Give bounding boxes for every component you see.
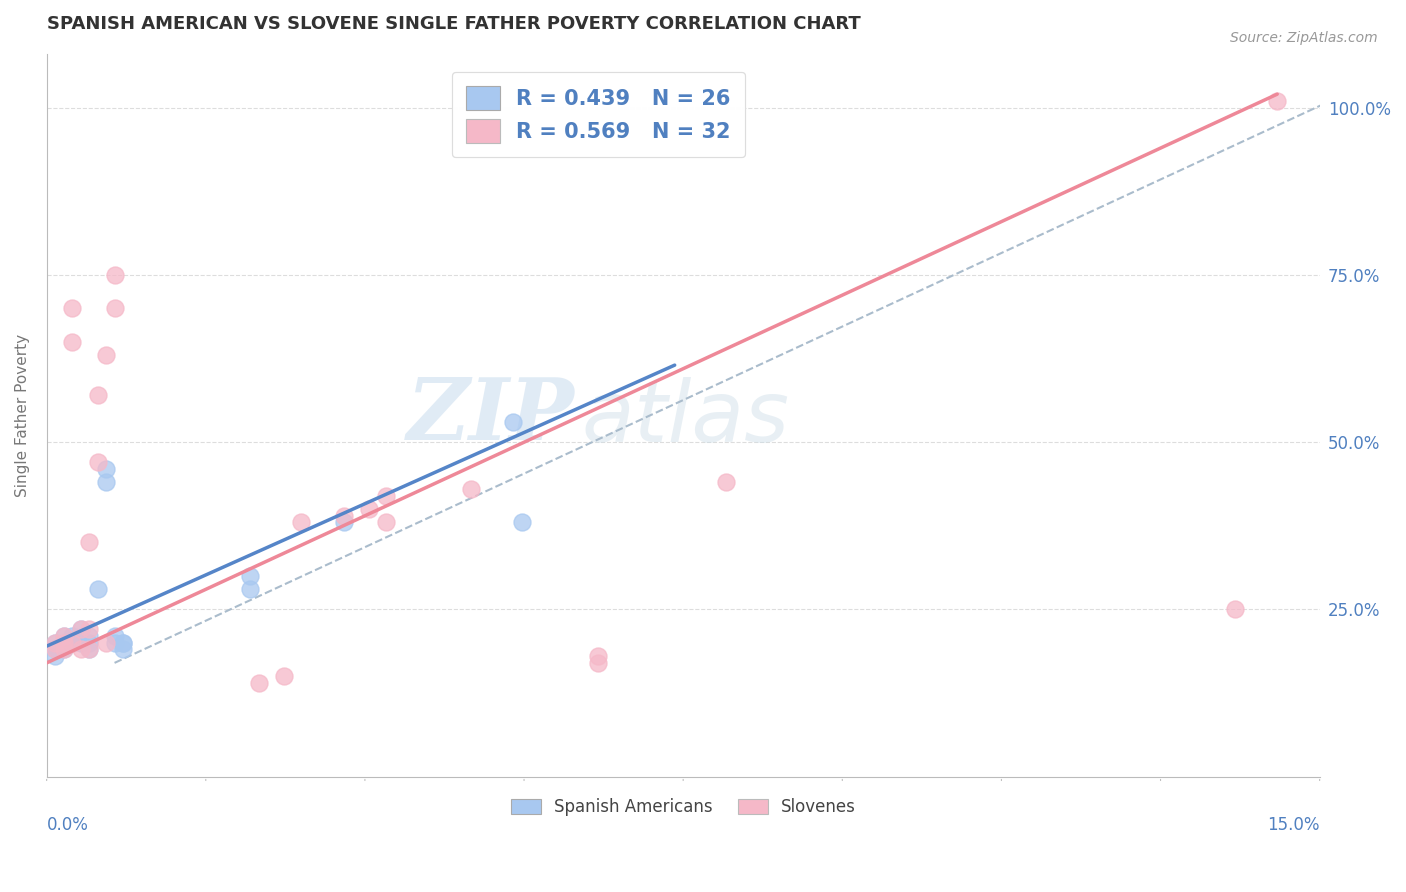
Point — [332, 508, 354, 523]
Point — [52, 629, 75, 643]
Point — [247, 676, 270, 690]
Point — [69, 623, 91, 637]
Legend: R = 0.439   N = 26, R = 0.569   N = 32: R = 0.439 N = 26, R = 0.569 N = 32 — [451, 71, 745, 157]
Text: 0.0%: 0.0% — [46, 816, 89, 834]
Point — [1223, 602, 1246, 616]
Point — [239, 569, 262, 583]
Point — [103, 636, 125, 650]
Text: ZIP: ZIP — [408, 374, 575, 457]
Point — [375, 516, 398, 530]
Point — [273, 669, 295, 683]
Text: atlas: atlas — [581, 377, 789, 460]
Point — [77, 642, 100, 657]
Text: 15.0%: 15.0% — [1267, 816, 1320, 834]
Point — [103, 629, 125, 643]
Point — [86, 455, 108, 469]
Point — [239, 582, 262, 597]
Point — [52, 642, 75, 657]
Point — [332, 516, 354, 530]
Point — [44, 642, 66, 657]
Point — [588, 656, 610, 670]
Point — [69, 636, 91, 650]
Point — [86, 388, 108, 402]
Point — [359, 502, 381, 516]
Point — [44, 636, 66, 650]
Point — [112, 636, 135, 650]
Point — [77, 636, 100, 650]
Point — [77, 535, 100, 549]
Point — [714, 475, 737, 490]
Text: SPANISH AMERICAN VS SLOVENE SINGLE FATHER POVERTY CORRELATION CHART: SPANISH AMERICAN VS SLOVENE SINGLE FATHE… — [46, 15, 860, 33]
Point — [112, 636, 135, 650]
Point — [510, 516, 533, 530]
Point — [60, 629, 83, 643]
Point — [44, 642, 66, 657]
Point — [86, 582, 108, 597]
Point — [1265, 94, 1288, 108]
Point — [52, 629, 75, 643]
Point — [460, 482, 482, 496]
Point — [60, 636, 83, 650]
Point — [94, 636, 117, 650]
Point — [290, 516, 312, 530]
Point — [44, 636, 66, 650]
Point — [588, 649, 610, 664]
Point — [375, 489, 398, 503]
Point — [94, 348, 117, 362]
Point — [94, 475, 117, 490]
Point — [103, 301, 125, 316]
Point — [44, 649, 66, 664]
Point — [60, 636, 83, 650]
Point — [94, 462, 117, 476]
Point — [112, 642, 135, 657]
Y-axis label: Single Father Poverty: Single Father Poverty — [15, 334, 30, 497]
Point — [103, 268, 125, 282]
Point — [77, 623, 100, 637]
Point — [77, 642, 100, 657]
Point — [69, 623, 91, 637]
Point — [60, 301, 83, 316]
Point — [502, 415, 524, 429]
Point — [77, 629, 100, 643]
Text: Source: ZipAtlas.com: Source: ZipAtlas.com — [1230, 31, 1378, 45]
Point — [52, 636, 75, 650]
Point — [60, 334, 83, 349]
Point — [52, 642, 75, 657]
Point — [52, 636, 75, 650]
Point — [69, 642, 91, 657]
